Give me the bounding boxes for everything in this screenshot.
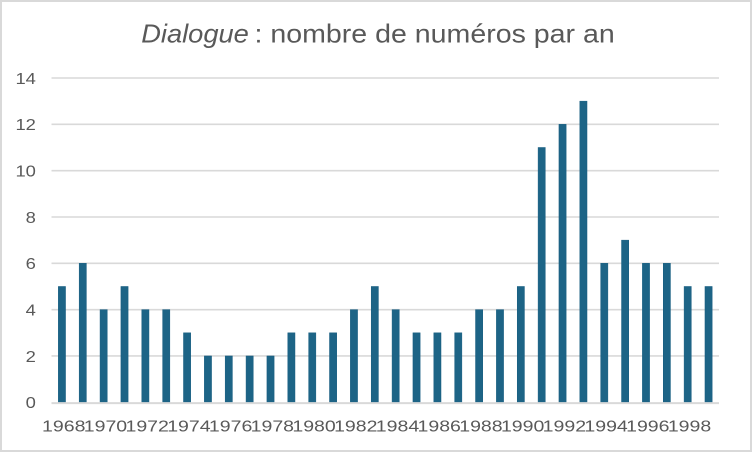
svg-text:: nombre de numéros par an: : nombre de numéros par an <box>255 19 615 48</box>
svg-text:1992: 1992 <box>543 417 586 435</box>
svg-text:0: 0 <box>26 393 36 412</box>
svg-text:1994: 1994 <box>584 417 627 435</box>
svg-text:1976: 1976 <box>209 417 252 435</box>
svg-text:2: 2 <box>26 347 36 366</box>
svg-text:1984: 1984 <box>376 417 419 435</box>
svg-text:1986: 1986 <box>418 417 461 435</box>
svg-text:1990: 1990 <box>501 417 544 435</box>
svg-text:1982: 1982 <box>334 417 377 435</box>
svg-text:10: 10 <box>15 162 35 181</box>
svg-text:8: 8 <box>26 208 36 227</box>
svg-text:6: 6 <box>26 254 36 273</box>
svg-text:Dialogue: Dialogue <box>141 19 249 48</box>
svg-text:1988: 1988 <box>459 417 502 435</box>
svg-text:1974: 1974 <box>167 417 210 435</box>
svg-text:1968: 1968 <box>42 417 85 435</box>
svg-text:1978: 1978 <box>251 417 294 435</box>
svg-text:1980: 1980 <box>292 417 335 435</box>
svg-text:1970: 1970 <box>84 417 127 435</box>
svg-text:14: 14 <box>15 69 36 88</box>
svg-text:1998: 1998 <box>668 417 711 435</box>
svg-text:12: 12 <box>15 115 35 134</box>
svg-text:1972: 1972 <box>125 417 168 435</box>
svg-text:4: 4 <box>26 301 37 320</box>
svg-text:1996: 1996 <box>626 417 669 435</box>
